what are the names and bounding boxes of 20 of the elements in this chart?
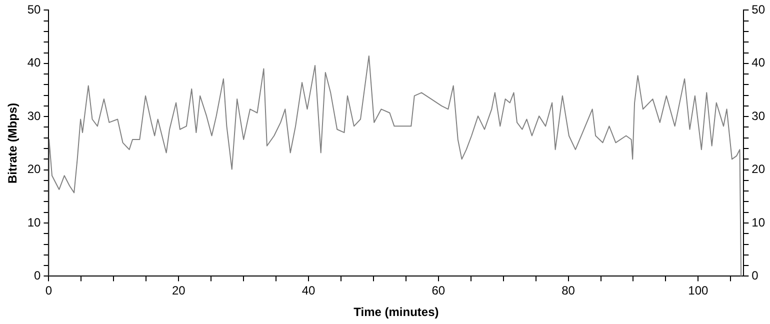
y2-tick-label: 0: [752, 268, 759, 283]
y-tick-label: 40: [27, 56, 42, 70]
y-tick-label: 50: [27, 2, 42, 17]
x-tick-label: 60: [432, 284, 446, 298]
y-tick-label: 0: [34, 268, 42, 283]
y2-tick-label: 30: [752, 108, 766, 123]
x-tick-label: 40: [302, 284, 316, 298]
x-axis-title: Time (minutes): [354, 305, 439, 320]
x-tick-label: 80: [562, 284, 576, 298]
y2-tick-label: 50: [752, 2, 766, 17]
y2-tick-label: 20: [752, 162, 766, 176]
x-tick-label: 0: [45, 284, 52, 298]
x-tick-label: 100: [688, 284, 709, 298]
y-tick-label: 10: [27, 215, 42, 230]
y-tick-label: 20: [27, 162, 42, 176]
y-tick-label: 30: [27, 108, 42, 123]
y2-tick-label: 40: [752, 56, 766, 70]
x-tick-label: 20: [172, 284, 186, 298]
y-axis-title: Bitrate (Mbps): [6, 102, 20, 184]
y2-tick-label: 10: [752, 215, 766, 230]
